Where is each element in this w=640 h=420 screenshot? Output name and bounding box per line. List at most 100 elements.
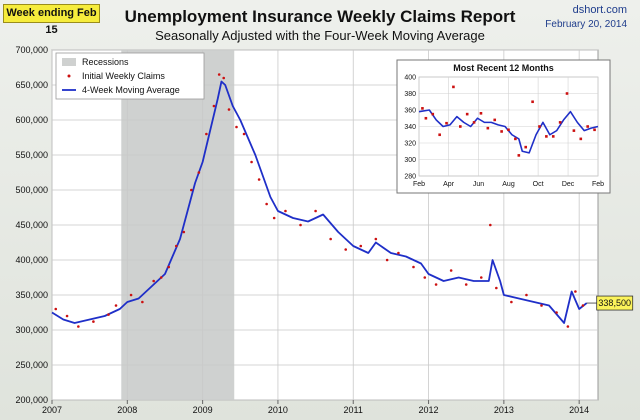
claims-point — [265, 202, 268, 206]
claims-point — [129, 293, 133, 297]
claims-point — [555, 311, 558, 314]
claims-point — [152, 279, 155, 283]
claims-point — [257, 178, 261, 181]
inset-claims-point — [531, 100, 534, 104]
inset-x-tick-label: Dec — [562, 181, 575, 188]
inset-x-tick-label: Aug — [502, 181, 515, 188]
inset-claims-point — [558, 121, 562, 124]
inset-title: Most Recent 12 Months — [453, 63, 554, 73]
inset-x-tick-label: Apr — [443, 181, 455, 188]
inset-claims-point — [500, 130, 503, 133]
claims-point — [182, 230, 186, 234]
claims-point — [359, 244, 363, 248]
legend-average-label: 4-Week Moving Average — [82, 85, 180, 95]
inset-y-tick-label: 340 — [404, 124, 416, 131]
claims-point — [222, 76, 226, 80]
x-tick-label: 2008 — [117, 405, 137, 415]
y-tick-label: 550,000 — [15, 150, 48, 160]
x-tick-label: 2009 — [193, 405, 213, 415]
y-tick-label: 700,000 — [15, 45, 48, 55]
moving-average-line — [51, 80, 588, 324]
inset-claims-point — [459, 125, 462, 128]
claims-point — [434, 283, 438, 286]
claims-point — [299, 223, 302, 227]
claims-point — [217, 73, 221, 76]
x-tick-label: 2007 — [42, 405, 62, 415]
claims-point — [272, 216, 276, 220]
latest-value-label: 338,500 — [598, 298, 631, 308]
claims-point — [54, 307, 58, 311]
claims-point — [489, 223, 492, 227]
y-tick-label: 400,000 — [15, 255, 48, 265]
inset-moving-average-line — [418, 109, 599, 154]
source-label: dshort.com — [572, 4, 627, 16]
legend-box — [55, 52, 205, 100]
inset-claims-point — [572, 129, 576, 132]
claims-point — [284, 209, 287, 213]
chart-legend: Recessions Initial Weekly Claims 4-Week Mo… — [55, 52, 205, 100]
inset-x-tick-label: Feb — [413, 181, 425, 188]
inset-y-tick-label: 300 — [404, 157, 416, 164]
legend-claims-label: Initial Weekly Claims — [82, 71, 165, 81]
inset-y-tick-label: 380 — [404, 91, 416, 98]
inset-y-tick-label: 280 — [404, 174, 416, 181]
week-ending-badge: Week ending Feb 15 — [3, 4, 100, 36]
claims-point — [574, 290, 577, 293]
inset-claims-point — [545, 135, 548, 138]
y-tick-label: 500,000 — [15, 185, 48, 195]
claims-point — [77, 325, 80, 328]
y-tick-label: 350,000 — [15, 290, 48, 300]
claims-point — [449, 269, 453, 272]
inset-claims-point — [514, 137, 517, 141]
claims-point — [141, 300, 144, 304]
inset-y-tick-label: 320 — [404, 141, 416, 148]
inset-claims-point — [551, 135, 555, 138]
inset-claims-point — [486, 126, 490, 130]
inset-x-tick-label: Jun — [473, 181, 484, 188]
claims-point — [479, 276, 483, 279]
claims-point — [397, 251, 400, 255]
inset-claims-point — [431, 112, 435, 116]
y-tick-label: 650,000 — [15, 80, 48, 90]
claims-point — [227, 108, 231, 111]
inset-claims-point — [586, 125, 589, 128]
inset-y-tick-label: 360 — [404, 108, 416, 115]
claims-point — [212, 104, 216, 108]
claims-point — [174, 244, 178, 248]
legend-recession-swatch — [62, 58, 76, 66]
inset-claims-point — [445, 121, 448, 125]
inset-x-tick-label: Feb — [592, 181, 604, 188]
latest-value-callout — [596, 295, 634, 311]
inset-claims-point — [438, 133, 441, 137]
claims-point — [423, 276, 427, 279]
inset-claims-point — [524, 145, 528, 149]
claims-point — [107, 313, 110, 316]
inset-claims-point — [472, 121, 476, 124]
inset-claims-point — [593, 128, 596, 132]
x-tick-label: 2012 — [419, 405, 439, 415]
chart-title: Unemployment Insurance Weekly Claims Rep… — [124, 7, 516, 26]
claims-point — [235, 125, 238, 129]
legend-recessions-label: Recessions — [82, 57, 129, 67]
inset-claims-point — [517, 154, 521, 157]
claims-point — [197, 171, 201, 174]
claims-point — [412, 265, 415, 269]
claims-point — [464, 283, 468, 286]
y-tick-label: 450,000 — [15, 220, 48, 230]
claims-point — [385, 258, 389, 262]
claims-point — [167, 265, 171, 269]
claims-point — [205, 132, 208, 136]
claims-point — [242, 132, 246, 136]
claims-point — [510, 300, 513, 304]
x-tick-label: 2013 — [494, 405, 514, 415]
x-tick-label: 2014 — [569, 405, 589, 415]
claims-point — [250, 160, 253, 164]
claims-point — [114, 304, 118, 307]
inset-y-tick-label: 400 — [404, 75, 416, 82]
legend-claims-swatch — [67, 74, 71, 78]
y-tick-label: 600,000 — [15, 115, 48, 125]
claims-point — [495, 286, 498, 290]
claims-point — [540, 304, 543, 307]
